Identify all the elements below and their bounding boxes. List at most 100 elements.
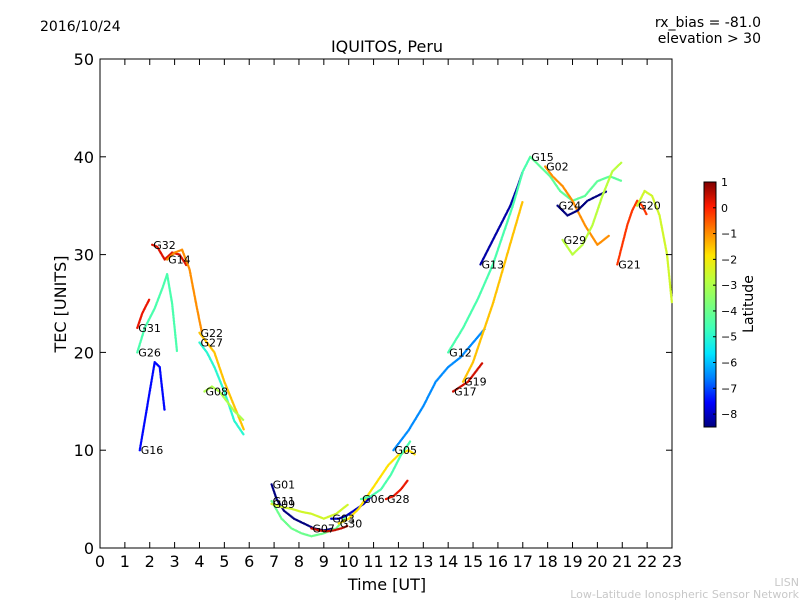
x-tick-label: 20 xyxy=(587,552,607,571)
data-point xyxy=(242,428,245,431)
series-label: G16 xyxy=(141,444,164,457)
y-tick-label: 20 xyxy=(74,343,94,362)
bias-label: rx_bias = -81.0 xyxy=(655,15,761,31)
elevation-label: elevation > 30 xyxy=(658,31,761,47)
x-tick-label: 10 xyxy=(339,552,359,571)
x-tick-label: 23 xyxy=(662,552,682,571)
colorbar-tick-label: −7 xyxy=(721,382,737,395)
series-g26 xyxy=(136,273,179,354)
series-g31 xyxy=(136,298,151,330)
series-label: G02 xyxy=(546,161,569,174)
series-g21 xyxy=(616,199,648,266)
chart-title: IQUITOS, Peru xyxy=(331,37,443,56)
series-g13 xyxy=(479,171,524,266)
colorbar-tick-label: 1 xyxy=(721,176,728,189)
series-label: G27 xyxy=(200,337,223,350)
series-label: G09 xyxy=(273,498,296,511)
x-tick-label: 2 xyxy=(145,552,155,571)
colorbar xyxy=(703,181,717,428)
series-label: G17 xyxy=(454,386,477,399)
data-point xyxy=(346,524,349,528)
x-tick-label: 4 xyxy=(194,552,204,571)
series-label: G19 xyxy=(464,376,487,389)
x-tick-label: 22 xyxy=(637,552,657,571)
series-g17 xyxy=(451,362,484,393)
colorbar-tick-label: −1 xyxy=(721,228,737,241)
x-axis-ticks: 0 1 2 3 4 5 6 7 8 9 10 11 12 13 14 15 16 17 18 19 20 21 22 23 xyxy=(95,59,682,571)
y-axis-label: TEC [UNITS] xyxy=(51,256,70,354)
colorbar-tick-label: −6 xyxy=(721,357,737,370)
x-tick-label: 11 xyxy=(363,552,383,571)
colorbar-tick-label: −4 xyxy=(721,305,737,318)
colorbar-ticks: 1 0 −1 −2 −3 −4 −5 −6 −7 −8 xyxy=(713,176,737,421)
series-label: G06 xyxy=(362,493,385,506)
series-label: G30 xyxy=(340,518,363,531)
x-tick-label: 0 xyxy=(95,552,105,571)
data-point xyxy=(480,362,484,365)
date-label: 2016/10/24 xyxy=(40,19,121,35)
footer-org-full: Low-Latitude Ionospheric Sensor Network xyxy=(570,588,799,600)
series-label: G26 xyxy=(138,346,161,359)
series-label: G24 xyxy=(559,200,582,213)
y-tick-label: 30 xyxy=(74,246,94,265)
x-tick-label: 21 xyxy=(612,552,632,571)
colorbar-label: Latitude xyxy=(741,275,757,333)
data-point xyxy=(241,418,245,421)
x-tick-label: 6 xyxy=(244,552,254,571)
data-point xyxy=(175,349,179,353)
series-label: G01 xyxy=(273,478,296,491)
footer-org-short: LISN xyxy=(774,576,799,589)
series-label: G29 xyxy=(564,234,587,247)
series-g11 xyxy=(270,499,349,538)
series-label: G08 xyxy=(205,386,228,399)
series-label: G32 xyxy=(153,239,176,252)
colorbar-tick-label: −3 xyxy=(721,279,737,292)
data-point xyxy=(620,161,623,164)
x-tick-label: 17 xyxy=(513,552,533,571)
series-g08 xyxy=(203,385,245,421)
x-tick-label: 7 xyxy=(269,552,279,571)
x-tick-label: 5 xyxy=(219,552,229,571)
y-tick-label: 0 xyxy=(84,539,94,558)
y-tick-label: 10 xyxy=(74,441,94,460)
series-label: G03 xyxy=(332,513,355,526)
series-label: G21 xyxy=(618,258,641,271)
data-point xyxy=(408,440,412,443)
colorbar-tick-label: −2 xyxy=(721,253,737,266)
series-label: G28 xyxy=(387,493,410,506)
series-g07 xyxy=(310,524,349,533)
x-tick-label: 1 xyxy=(120,552,130,571)
data-point xyxy=(242,433,245,436)
data-point xyxy=(607,234,610,238)
series-g05 xyxy=(392,327,486,452)
series-label-layer: G32G14G31G26G16G22G27G08G01G11G09G07G03G… xyxy=(138,151,660,536)
series-label: G20 xyxy=(638,200,661,213)
series-g12 xyxy=(447,156,531,354)
series-g28 xyxy=(384,479,409,501)
series-g19 xyxy=(461,201,524,383)
series-label: G07 xyxy=(312,522,335,535)
data-point xyxy=(521,201,524,204)
x-tick-label: 12 xyxy=(388,552,408,571)
series-g29 xyxy=(561,161,623,256)
series-label: G05 xyxy=(394,444,417,457)
x-tick-label: 9 xyxy=(319,552,329,571)
series-layer xyxy=(136,155,673,538)
y-tick-label: 50 xyxy=(74,50,94,69)
data-point xyxy=(147,298,151,301)
x-tick-label: 19 xyxy=(562,552,582,571)
x-tick-label: 16 xyxy=(488,552,508,571)
x-tick-label: 13 xyxy=(413,552,433,571)
plot-area xyxy=(99,58,673,549)
series-label: G22 xyxy=(200,327,223,340)
series-g27 xyxy=(198,341,245,436)
data-point xyxy=(645,212,648,216)
x-tick-label: 3 xyxy=(170,552,180,571)
colorbar-tick-label: 0 xyxy=(721,202,728,215)
plot-frame xyxy=(99,58,673,549)
data-point xyxy=(200,330,203,333)
colorbar-tick-label: −5 xyxy=(721,331,737,344)
series-g15 xyxy=(529,155,623,202)
x-tick-label: 18 xyxy=(537,552,557,571)
